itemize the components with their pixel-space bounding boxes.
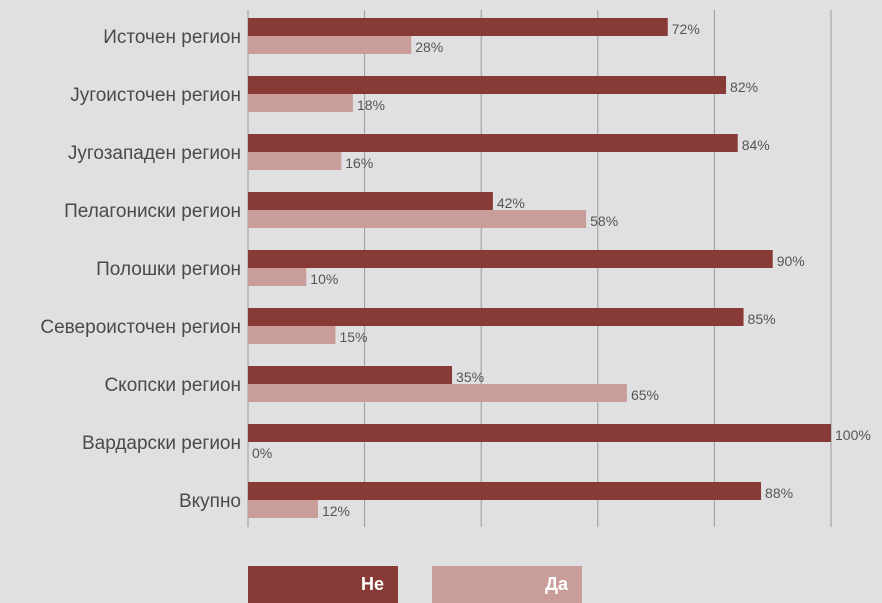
data-label: 0%: [252, 445, 272, 461]
data-label: 85%: [748, 311, 776, 327]
data-label: 35%: [456, 369, 484, 385]
category-label: Североисточен регион: [40, 317, 241, 338]
data-label: 10%: [310, 271, 338, 287]
category-label: Скопски регион: [104, 375, 241, 396]
legend-no-label: Не: [360, 574, 384, 594]
data-label: 42%: [497, 195, 525, 211]
category-label: Полошки регион: [96, 259, 241, 280]
bar-yes: [248, 268, 307, 286]
bar-yes: [248, 326, 336, 344]
data-label: 12%: [322, 503, 350, 519]
bar-no: [248, 76, 727, 94]
bar-no: [248, 308, 744, 326]
bar-no: [248, 192, 493, 210]
data-label: 15%: [339, 329, 367, 345]
data-label: 82%: [730, 79, 758, 95]
category-label: Источен регион: [103, 27, 241, 48]
value-labels: 72% 28% 82% 18% 84% 16% 42% 58% 90% 10% 85% 15% 35% 6…: [252, 21, 871, 519]
bar-no: [248, 424, 831, 442]
category-label: Вкупно: [179, 491, 241, 512]
category-label: Вардарски регион: [82, 433, 241, 454]
data-label: 58%: [590, 213, 618, 229]
bar-no: [248, 366, 453, 384]
data-label: 72%: [672, 21, 700, 37]
bar-yes: [248, 500, 318, 518]
data-label: 28%: [415, 39, 443, 55]
bar-no: [248, 250, 773, 268]
category-label: Југоисточен регион: [70, 85, 241, 106]
data-label: 84%: [742, 137, 770, 153]
bar-no: [248, 18, 668, 36]
data-label: 100%: [835, 427, 871, 443]
data-label: 16%: [345, 155, 373, 171]
legend-yes-label: Да: [545, 574, 568, 594]
data-label: 18%: [357, 97, 385, 113]
bar-yes: [248, 210, 587, 228]
bar-yes: [248, 384, 627, 402]
data-label: 90%: [777, 253, 805, 269]
category-label: Пелагониски регион: [64, 201, 241, 222]
legend-no: Не: [248, 566, 398, 603]
bar-yes: [248, 36, 412, 54]
bar-yes: [248, 94, 353, 112]
data-label: 88%: [765, 485, 793, 501]
bar-no: [248, 134, 738, 152]
bars: [248, 18, 831, 518]
bar-no: [248, 482, 762, 500]
category-label: Југозападен регион: [68, 143, 241, 164]
bar-yes: [248, 152, 342, 170]
legend-yes: Да: [432, 566, 582, 603]
data-label: 65%: [631, 387, 659, 403]
category-labels: Источен регион Југоисточен регион Југозапа…: [40, 27, 241, 512]
